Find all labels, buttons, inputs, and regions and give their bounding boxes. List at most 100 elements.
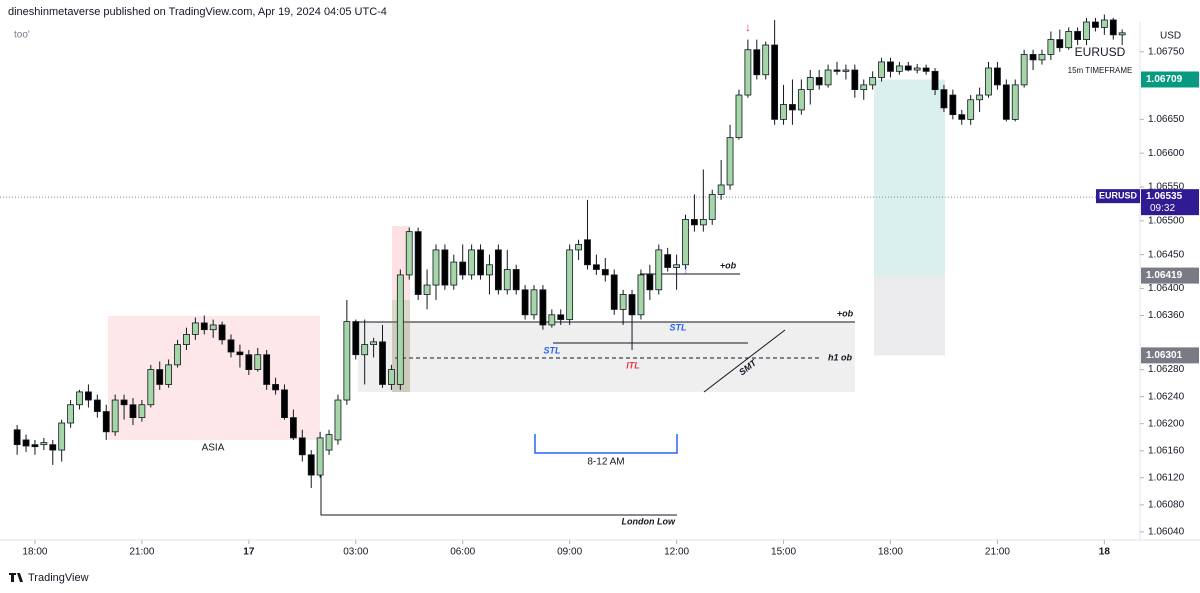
candle-body (913, 67, 921, 71)
session-label: 8-12 AM (587, 457, 624, 468)
candle-body (673, 264, 680, 268)
candle-body (31, 444, 39, 448)
candle-body (646, 274, 654, 291)
candle-body (557, 314, 565, 320)
asia-label: ASIA (202, 443, 225, 454)
candle-body (637, 274, 645, 316)
arrow-up: ↑ (683, 262, 689, 276)
currency-label: USD (1160, 31, 1181, 42)
x-tick-label: 18:00 (22, 547, 47, 558)
candle-body (512, 269, 520, 291)
stop-label: 1.06301 (1146, 350, 1183, 361)
candle-body (566, 249, 574, 320)
candle-body (994, 67, 1001, 86)
candle-body (423, 284, 431, 295)
logo-mark (9, 573, 23, 582)
candle-body (1047, 39, 1055, 55)
candle-body (1100, 19, 1108, 28)
candle-body (1002, 84, 1010, 120)
candle-body (156, 369, 164, 385)
candle-body (209, 324, 217, 331)
candle-body (1029, 54, 1037, 61)
current-price-label: 1.06535 (1146, 191, 1183, 202)
x-tick-label: 18 (1099, 547, 1111, 558)
candle-body (281, 389, 288, 419)
candle-body (236, 351, 244, 356)
candle-body (316, 437, 324, 476)
candle-body (254, 354, 262, 370)
candle-body (67, 404, 74, 424)
x-tick-label: 06:00 (450, 547, 475, 558)
current-price-bg (1141, 189, 1199, 216)
candle-body (922, 67, 930, 72)
candle-body (486, 264, 493, 276)
candles (13, 14, 1126, 488)
x-tick-label: 21:00 (129, 547, 154, 558)
candle-body (191, 322, 199, 335)
y-tick-label: 1.06240 (1148, 391, 1185, 402)
candle-body (58, 422, 66, 451)
x-tick-label: 15:00 (771, 547, 796, 558)
candle-body (895, 65, 903, 72)
candle-body (468, 249, 476, 276)
footer: TradingView (28, 572, 89, 584)
candle-body (584, 239, 591, 266)
candle-body (76, 391, 83, 406)
candle-body (334, 399, 342, 441)
candle-body (227, 339, 235, 353)
candle-body (405, 231, 413, 276)
candle-body (691, 219, 698, 226)
candle-body (120, 399, 128, 406)
candle-body (851, 69, 859, 91)
x-tick-label: 21:00 (985, 547, 1010, 558)
candle-body (887, 61, 894, 72)
annotations: ASIA 8-12 AM London Low +ob +ob h1 ob ST… (14, 20, 1132, 526)
candle-body (610, 274, 618, 310)
candle-body (361, 344, 369, 356)
candle-body (138, 404, 146, 419)
stl-label: STL (544, 345, 561, 355)
footer-logo: TradingView (9, 572, 89, 584)
candle-body (218, 324, 226, 341)
stl-label: STL (670, 322, 687, 332)
candle-body (503, 269, 511, 291)
drawings (108, 226, 855, 516)
entry-label-bg (1141, 267, 1199, 284)
candle-body (1056, 39, 1064, 49)
candle-body (708, 194, 716, 220)
y-tick-label: 1.06200 (1148, 418, 1185, 429)
watermark-timeframe: 15m TIMEFRAME (1068, 66, 1133, 75)
y-tick-label: 1.06120 (1148, 472, 1185, 483)
candle-body (343, 321, 351, 401)
candle-body (931, 70, 939, 91)
asia-box (108, 316, 320, 440)
candle-body (824, 69, 832, 86)
candle-body (1011, 84, 1019, 120)
candle-body (815, 77, 823, 86)
symbol-note: too' (14, 30, 30, 41)
candle-body (263, 354, 271, 385)
candle-body (174, 344, 181, 366)
candle-body (1038, 54, 1046, 61)
candle-body (592, 264, 600, 270)
y-tick-label: 1.06750 (1148, 46, 1185, 57)
candle-body (628, 294, 636, 316)
y-tick-label: 1.06650 (1148, 114, 1185, 125)
watermark-symbol: EURUSD (1075, 45, 1126, 59)
stop-zone (874, 275, 945, 356)
y-tick-label: 1.06040 (1148, 527, 1185, 538)
candle-body (494, 249, 502, 291)
candle-body (325, 434, 333, 451)
candle-body (183, 334, 190, 345)
x-tick-label: 17 (243, 547, 255, 558)
candle-body (655, 249, 663, 291)
y-tick-label: 1.06550 (1148, 182, 1185, 193)
candle-body (601, 269, 609, 276)
candle-body (477, 249, 484, 276)
candle-body (1092, 21, 1099, 28)
candle-body (682, 219, 689, 266)
countdown-label: 09:32 (1150, 203, 1175, 214)
candle-body (521, 289, 529, 316)
candle-body (967, 99, 975, 120)
candle-body (102, 411, 110, 433)
